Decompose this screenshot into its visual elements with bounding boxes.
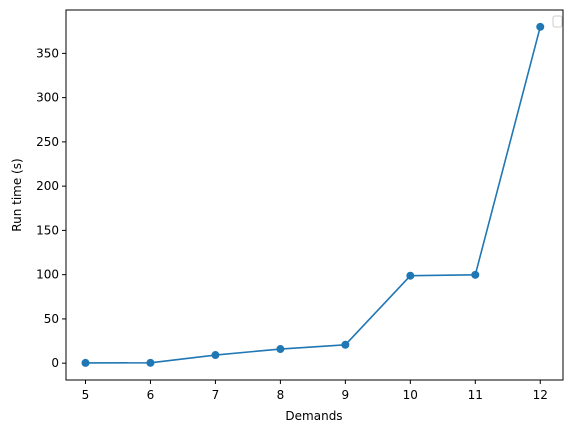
y-tick-label-2: 100 bbox=[36, 268, 59, 282]
x-tick-label-3: 8 bbox=[277, 388, 285, 402]
x-tick-label-2: 7 bbox=[212, 388, 220, 402]
x-tick-label-4: 9 bbox=[342, 388, 350, 402]
data-point-0-0 bbox=[81, 358, 90, 367]
y-tick-label-1: 50 bbox=[44, 312, 59, 326]
series-line-0 bbox=[85, 26, 542, 364]
y-tick-label-5: 250 bbox=[36, 135, 59, 149]
data-point-0-6 bbox=[471, 270, 480, 279]
axes-frame bbox=[65, 9, 564, 381]
y-tick-label-7: 350 bbox=[36, 46, 59, 60]
y-tick-label-3: 150 bbox=[36, 223, 59, 237]
y-tick-label-0: 0 bbox=[51, 356, 59, 370]
x-tick-label-6: 11 bbox=[468, 388, 483, 402]
x-axis-label: Demands bbox=[285, 409, 342, 423]
data-point-0-3 bbox=[276, 345, 285, 354]
data-point-0-2 bbox=[211, 351, 220, 360]
y-axis-label: Run time (s) bbox=[10, 158, 24, 231]
x-tick-label-1: 6 bbox=[147, 388, 155, 402]
y-tick-label-4: 200 bbox=[36, 179, 59, 193]
data-point-0-7 bbox=[536, 22, 545, 31]
x-tick-label-5: 10 bbox=[403, 388, 418, 402]
data-point-0-1 bbox=[146, 358, 155, 367]
ticks: 5 6 7 8 9 10 11 12 0 50 100 150 200 250 300 350 bbox=[36, 46, 548, 402]
data-point-0-4 bbox=[341, 340, 350, 349]
data-point-0-5 bbox=[406, 271, 415, 280]
x-tick-label-0: 5 bbox=[82, 388, 90, 402]
y-tick-label-6: 300 bbox=[36, 91, 59, 105]
x-tick-label-7: 12 bbox=[533, 388, 548, 402]
legend-box bbox=[552, 15, 563, 28]
plot-area bbox=[65, 9, 564, 381]
